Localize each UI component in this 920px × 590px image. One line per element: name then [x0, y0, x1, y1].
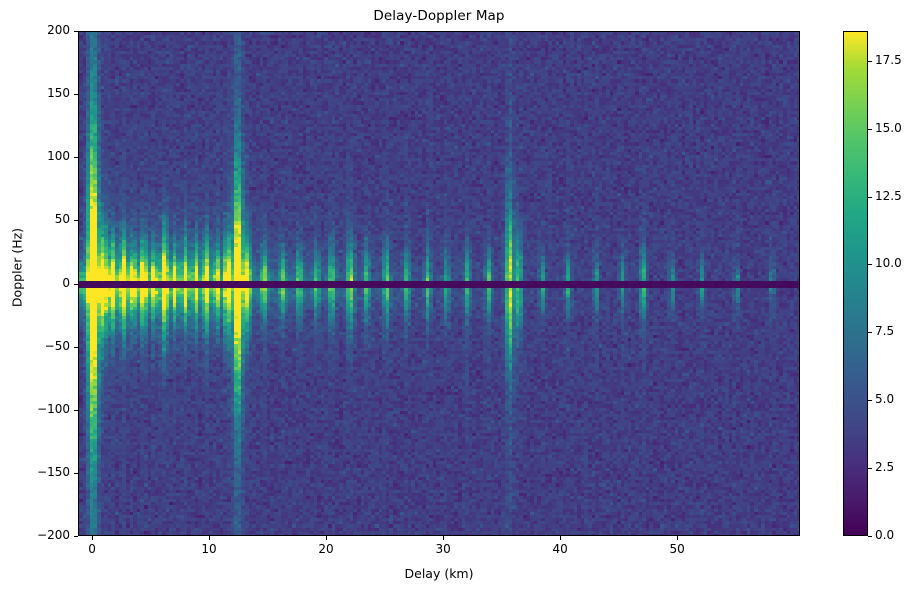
- y-tick: [74, 94, 78, 96]
- x-tick: [326, 536, 328, 540]
- y-tick-label: 100: [47, 149, 70, 164]
- page-title: Delay-Doppler Map: [373, 8, 505, 24]
- x-tick: [677, 536, 679, 540]
- x-tick-label: 0: [88, 542, 96, 556]
- x-tick: [92, 536, 94, 540]
- x-tick-label: 30: [435, 542, 451, 556]
- colorbar-tick: [868, 400, 872, 402]
- heatmap-axes: [78, 31, 800, 536]
- y-tick-label: 150: [47, 86, 70, 101]
- colorbar-tick: [868, 196, 872, 198]
- colorbar: [843, 31, 868, 536]
- y-tick: [74, 220, 78, 222]
- y-axis-label: Doppler (Hz): [9, 227, 25, 308]
- colorbar-tick: [868, 60, 872, 62]
- colorbar-tick-label: 2.5: [875, 460, 895, 475]
- x-tick-label: 50: [669, 542, 685, 556]
- colorbar-tick-label: 17.5: [875, 52, 902, 67]
- y-tick: [74, 346, 78, 348]
- y-tick-label: −150: [37, 464, 70, 479]
- y-tick-label: 50: [54, 212, 70, 227]
- y-tick-label: −100: [37, 401, 70, 416]
- y-tick: [74, 157, 78, 159]
- colorbar-tick: [868, 128, 872, 130]
- colorbar-tick-label: 5.0: [875, 392, 895, 407]
- colorbar-tick-label: 7.5: [875, 324, 895, 339]
- x-tick-label: 10: [201, 542, 217, 556]
- colorbar-tick-label: 15.0: [875, 120, 902, 135]
- y-tick-label: 0: [62, 275, 70, 290]
- y-tick: [74, 31, 78, 32]
- y-tick: [74, 283, 78, 285]
- x-tick-label: 40: [552, 542, 568, 556]
- colorbar-tick: [868, 264, 872, 266]
- colorbar-tick: [868, 332, 872, 334]
- colorbar-tick-label: 10.0: [875, 256, 902, 271]
- x-tick: [209, 536, 211, 540]
- x-tick: [560, 536, 562, 540]
- colorbar-tick-label: 12.5: [875, 188, 902, 203]
- x-tick-label: 20: [318, 542, 334, 556]
- y-tick-label: −50: [44, 338, 70, 353]
- delay-doppler-heatmap: [79, 32, 799, 535]
- colorbar-tick: [868, 468, 872, 470]
- y-tick-label: 200: [47, 23, 70, 37]
- colorbar-gradient: [844, 32, 867, 535]
- colorbar-tick-label: 0.0: [875, 528, 895, 542]
- y-tick: [74, 472, 78, 474]
- colorbar-tick: [868, 536, 872, 537]
- x-tick: [443, 536, 445, 540]
- y-tick-label: −200: [37, 528, 70, 542]
- x-axis-label: Delay (km): [404, 566, 474, 581]
- y-tick: [74, 536, 78, 537]
- y-tick: [74, 409, 78, 411]
